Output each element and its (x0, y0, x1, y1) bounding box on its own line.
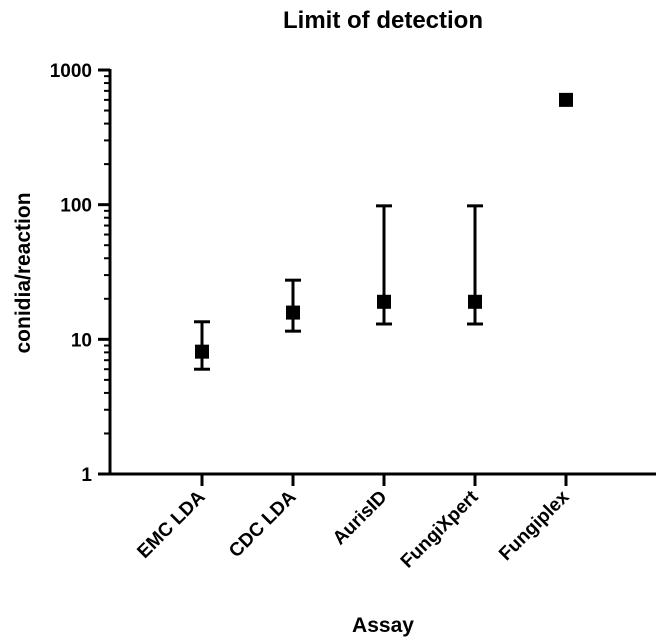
y-tick-label: 100 (60, 196, 92, 217)
data-point (286, 305, 300, 320)
chart-title: Limit of detection (283, 7, 483, 34)
axes: 1 10 100 1000 EMC LDA CDC LDA AurisID FungiXper… (50, 61, 656, 572)
y-tick-label: 1000 (50, 61, 92, 82)
x-tick-label: Fungiplex (495, 486, 574, 565)
x-tick-label: AurisID (329, 487, 392, 550)
data-point (559, 92, 573, 107)
data-marks (194, 92, 573, 371)
x-tick-label: EMC LDA (133, 486, 209, 562)
y-tick-label: 1 (81, 465, 92, 486)
y-tick-label: 10 (71, 330, 92, 351)
data-point (377, 294, 391, 309)
data-point (195, 344, 209, 359)
x-axis-label: Assay (352, 614, 414, 637)
x-tick-label: CDC LDA (225, 486, 300, 561)
y-axis-label: conidia/reaction (12, 192, 35, 353)
data-point (468, 294, 482, 309)
x-tick-label: FungiXpert (397, 486, 483, 572)
